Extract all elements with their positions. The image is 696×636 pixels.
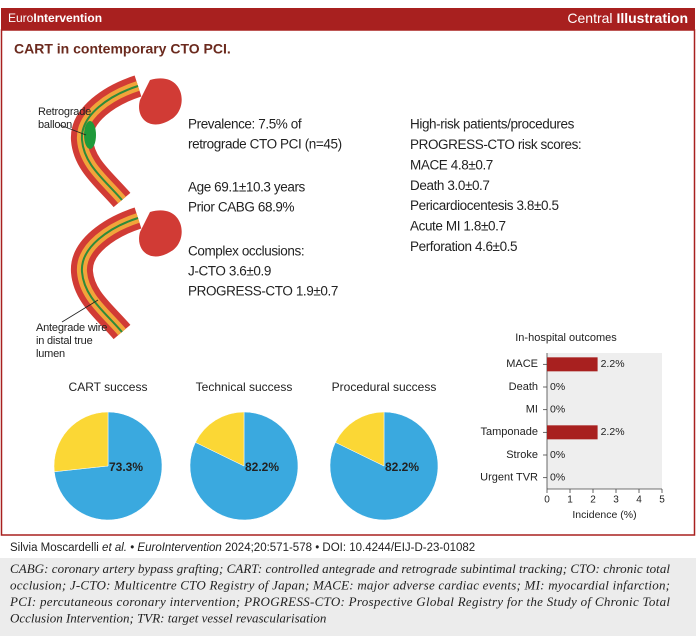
pie-title: Procedural success <box>332 380 437 394</box>
x-tick-label: 1 <box>567 495 573 506</box>
doi: DOI: 10.4244/EIJ-D-23-01082 <box>322 542 475 554</box>
plot-area <box>547 353 662 489</box>
abbreviation-line: Occlusion Intervention; TVR: target vess… <box>10 610 326 625</box>
artery-bottom <box>61 207 182 340</box>
pie-title: CART success <box>69 380 148 394</box>
abbreviation-line: occlusion; J-CTO: Multicentre CTO Regist… <box>10 577 670 592</box>
label: in distal true <box>36 335 93 347</box>
balloon <box>84 121 96 149</box>
label: Antegrade wire <box>36 322 107 334</box>
pointer <box>59 124 87 136</box>
citation-bar <box>0 536 696 558</box>
bar-label: 0% <box>550 449 565 461</box>
pie-slice <box>335 411 385 467</box>
details: 2024;20:571-578 <box>225 542 312 554</box>
bar-title: In-hospital outcomes <box>515 332 617 344</box>
brand-b: Intervention <box>33 11 102 25</box>
aorta <box>139 210 182 257</box>
y-tick-label: MACE <box>506 358 538 370</box>
wire <box>80 217 139 333</box>
header-bar <box>1 8 695 30</box>
abbreviation-box <box>0 558 696 636</box>
pointer <box>61 299 99 323</box>
y-tick-label: MI <box>526 404 538 416</box>
bar-label: 0% <box>550 471 565 483</box>
x-tick-label: 4 <box>636 495 642 506</box>
pie-title: Technical success <box>196 380 293 394</box>
abbreviation-line: CABG: coronary artery bypass grafting; C… <box>10 561 670 576</box>
risk-line: Perforation 4.6±0.5 <box>410 239 517 254</box>
pie-label: 73.3% <box>109 460 143 474</box>
header-label: Central Illustration <box>567 10 688 26</box>
pie-slice <box>195 411 245 467</box>
x-tick-label: 0 <box>544 495 550 506</box>
y-tick-label: Tamponade <box>481 426 539 438</box>
summary-line: Prevalence: 7.5% of <box>188 117 302 132</box>
author: Silvia Moscardelli <box>10 542 99 554</box>
y-tick-label: Stroke <box>506 449 538 461</box>
brand: EuroIntervention <box>8 11 102 25</box>
label: Retrograde <box>38 106 91 118</box>
y-tick-label: Death <box>509 381 538 393</box>
bar-label: 0% <box>550 381 565 393</box>
bar <box>547 357 598 372</box>
pie-label: 82.2% <box>245 460 279 474</box>
pie-slice <box>53 411 109 473</box>
sep: • <box>315 542 319 554</box>
risk-line: Death 3.0±0.7 <box>410 178 490 193</box>
risk-line: Pericardiocentesis 3.8±0.5 <box>410 198 559 213</box>
bar <box>547 425 598 440</box>
bar-label: 0% <box>550 403 565 415</box>
risk-line: PROGRESS-CTO risk scores: <box>410 137 581 152</box>
summary-line: J-CTO 3.6±0.9 <box>188 264 271 279</box>
risk-line: Acute MI 1.8±0.7 <box>410 219 506 234</box>
abbreviation-line: PCI: percutaneous coronary intervention;… <box>9 594 670 609</box>
etal: et al. <box>102 542 127 554</box>
header-label-b: Illustration <box>616 10 688 26</box>
summary-line: Age 69.1±10.3 years <box>188 180 306 195</box>
x-tick-label: 2 <box>590 495 596 506</box>
pie-label: 82.2% <box>385 460 419 474</box>
x-tick-label: 5 <box>659 495 665 506</box>
summary-line: PROGRESS-CTO 1.9±0.7 <box>188 284 338 299</box>
y-tick-label: Urgent TVR <box>480 472 538 484</box>
label: balloon <box>38 119 72 131</box>
summary-line: retrograde CTO PCI (n=45) <box>188 137 342 152</box>
x-axis-label: Incidence (%) <box>572 509 636 521</box>
sep: • <box>130 542 134 554</box>
bar-label: 2.2% <box>601 358 625 370</box>
bar-label: 2.2% <box>601 426 625 438</box>
x-tick-label: 3 <box>613 495 619 506</box>
risk-line: MACE 4.8±0.7 <box>410 157 493 172</box>
risk-line: High-risk patients/procedures <box>410 117 575 132</box>
aorta <box>139 78 182 125</box>
brand-a: Euro <box>8 11 34 25</box>
journal: EuroIntervention <box>137 542 221 554</box>
citation: Silvia Moscardelli et al. • EuroInterven… <box>10 542 475 554</box>
label: lumen <box>36 348 65 360</box>
summary-line: Complex occlusions: <box>188 244 304 259</box>
header-label-a: Central <box>567 10 612 26</box>
artery-top <box>59 75 182 208</box>
summary-line: Prior CABG 68.9% <box>188 200 295 215</box>
title: CART in contemporary CTO PCI. <box>14 41 231 57</box>
frame <box>0 29 696 536</box>
wire <box>80 85 139 201</box>
